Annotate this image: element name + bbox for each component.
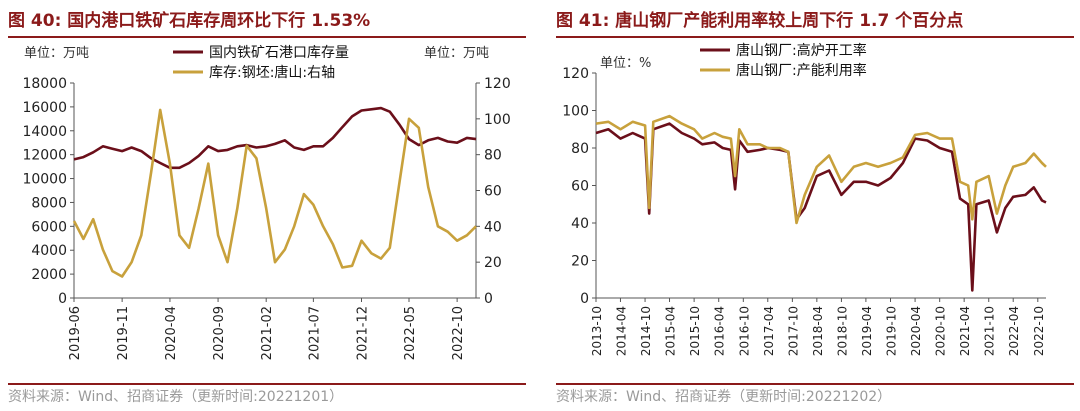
series-line-1	[73, 106, 477, 170]
x-tick-label: 2015-04	[664, 306, 678, 356]
y-tick-label-left: 18000	[22, 76, 67, 92]
chart-title: 图 41: 唐山钢厂产能利用率较上周下行 1.7 个百分点	[556, 11, 964, 31]
footer-divider	[556, 383, 1074, 385]
chart-panel-left: 图 40: 国内港口铁矿石库存周环比下行 1.53% 单位：万吨 单位：万吨 0…	[0, 0, 532, 411]
title-divider	[556, 36, 1074, 38]
x-tick-label: 2016-04	[713, 306, 727, 356]
x-tick-label: 2017-10	[786, 306, 800, 356]
x-tick-label: 2021-04	[958, 306, 972, 356]
x-tick-label: 2022-10	[1032, 306, 1046, 356]
x-tick-label: 2021-12	[356, 306, 371, 360]
x-tick-label: 2016-10	[737, 306, 751, 356]
x-tick-label: 2013-10	[590, 306, 604, 356]
y-tick-label-left: 0	[58, 291, 67, 307]
y-tick-label-left: 4000	[31, 243, 67, 259]
legend-label: 唐山钢厂:产能利用率	[736, 62, 867, 79]
x-tick-label: 2018-04	[811, 306, 825, 356]
y-tick-label-left: 20	[571, 254, 589, 270]
y-tick-label-left: 14000	[22, 124, 67, 140]
y-tick-label-left: 60	[571, 179, 589, 195]
x-tick-label: 2020-10	[934, 306, 948, 356]
y-tick-label-left: 100	[562, 104, 589, 120]
y-tick-label-left: 6000	[31, 219, 67, 235]
y-tick-label-right: 100	[484, 112, 511, 128]
footer-divider	[8, 383, 526, 385]
chart-title: 图 40: 国内港口铁矿石库存周环比下行 1.53%	[8, 11, 371, 31]
y-tick-label-left: 0	[580, 291, 589, 307]
y-tick-label-left: 10000	[22, 172, 67, 188]
x-tick-label: 2014-04	[614, 306, 628, 356]
x-tick-label: 2019-10	[884, 306, 898, 356]
x-tick-label: 2019-06	[68, 306, 83, 360]
x-tick-label: 2021-02	[260, 306, 275, 360]
title-divider	[8, 36, 526, 38]
legend-label: 库存:钢坯:唐山:右轴	[209, 64, 335, 81]
y-tick-label-left: 8000	[31, 195, 67, 211]
x-tick-label: 2019-04	[860, 306, 874, 356]
chart-panel-right: 图 41: 唐山钢厂产能利用率较上周下行 1.7 个百分点 单位：% 0 20 40…	[548, 0, 1080, 411]
y-tick-label-left: 80	[571, 141, 589, 157]
y-tick-label-right: 0	[484, 291, 493, 307]
x-tick-label: 2014-10	[639, 306, 653, 356]
left-axis-unit: 单位：%	[600, 56, 652, 71]
x-tick-label: 2022-10	[451, 306, 466, 360]
series-line-1	[595, 122, 1047, 292]
legend-label: 国内铁矿石港口库存量	[209, 45, 349, 61]
source-note: 资料来源：Wind、招商证券（更新时间:20221201）	[8, 389, 344, 405]
y-tick-label-left: 12000	[22, 148, 67, 164]
right-axis-unit: 单位：万吨	[424, 46, 490, 61]
y-tick-label-right: 80	[484, 148, 502, 164]
series-line-2	[595, 114, 1047, 225]
x-tick-label: 2020-09	[212, 306, 227, 360]
x-tick-label: 2019-11	[116, 306, 131, 360]
x-tick-label: 2022-05	[403, 306, 418, 360]
series-line-2	[72, 108, 477, 278]
line-chart-right: 0 20 40 60 80 100 120 2013-10 2014-04 2014-10 2015…	[562, 42, 1047, 356]
y-tick-label-left: 40	[571, 216, 589, 232]
x-tick-label: 2020-04	[909, 306, 923, 356]
source-note: 资料来源：Wind、招商证券（更新时间:20221202）	[556, 389, 892, 405]
x-tick-label: 2017-04	[762, 306, 776, 356]
x-tick-label: 2015-10	[688, 306, 702, 356]
x-tick-label: 2021-07	[307, 306, 322, 360]
left-axis-unit: 单位：万吨	[24, 46, 90, 61]
y-tick-label-right: 60	[484, 184, 502, 200]
legend-label: 唐山钢厂:高炉开工率	[736, 42, 867, 59]
x-tick-label: 2020-04	[164, 306, 179, 360]
y-tick-label-left: 16000	[22, 100, 67, 116]
y-tick-label-right: 120	[484, 76, 511, 92]
x-tick-label: 2022-04	[1007, 306, 1021, 356]
y-tick-label-right: 20	[484, 255, 502, 271]
x-tick-label: 2021-10	[983, 306, 997, 356]
y-tick-label-right: 40	[484, 219, 502, 235]
x-tick-label: 2018-10	[835, 306, 849, 356]
y-tick-label-left: 120	[562, 66, 589, 82]
line-chart-left: 0 2000 4000 6000 8000 10000 12000 14000 16000 180…	[22, 45, 511, 360]
y-tick-label-left: 2000	[31, 267, 67, 283]
